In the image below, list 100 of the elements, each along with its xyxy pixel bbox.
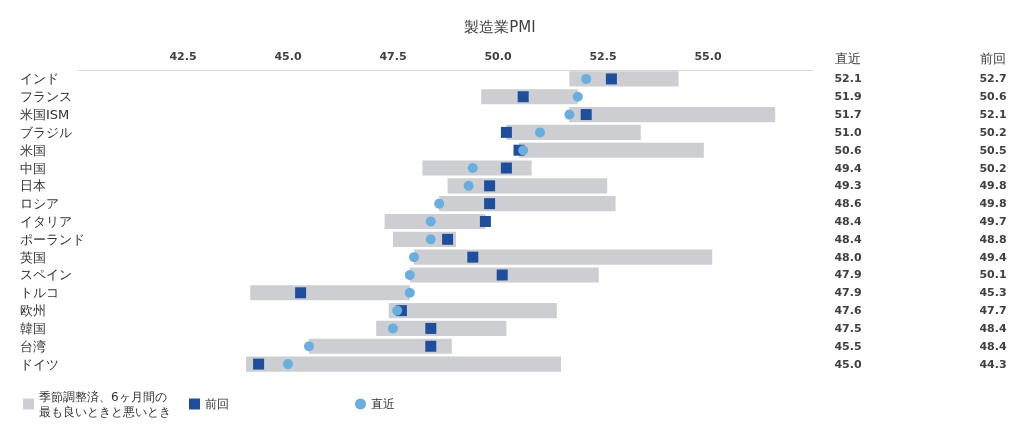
data-label: 47.5 — [834, 321, 862, 335]
point — [479, 216, 491, 227]
chart-title: 製造業PMI — [464, 17, 536, 36]
bar — [376, 320, 507, 337]
data-label: 50.6 — [979, 90, 1007, 104]
bar — [384, 213, 486, 230]
data-label: 49.4 — [979, 250, 1007, 264]
y-tick-label: インド — [20, 71, 59, 87]
point — [425, 216, 436, 227]
data-label: 47.9 — [834, 286, 862, 300]
point — [517, 91, 529, 103]
data-label: 47.9 — [834, 268, 862, 282]
point — [535, 127, 545, 138]
data-label: 50.1 — [979, 268, 1007, 282]
data-label: 48.6 — [834, 197, 862, 211]
x-tick-label: 55.0 — [694, 50, 722, 63]
data-label: 51.0 — [834, 125, 862, 139]
point — [404, 287, 415, 298]
point — [463, 180, 474, 191]
point — [484, 198, 496, 210]
data-label: 48.4 — [979, 321, 1007, 335]
y-tick-label: 英国 — [20, 249, 46, 265]
data-label: 52.7 — [979, 72, 1007, 86]
bar — [388, 303, 557, 319]
data-label: 48.0 — [834, 250, 862, 264]
data-label: 45.0 — [834, 357, 862, 371]
bar — [414, 249, 713, 265]
y-tick-label: 米国 — [20, 142, 46, 158]
data-label: 49.7 — [979, 215, 1007, 228]
data-label: 45.5 — [834, 339, 862, 353]
data-label: 50.6 — [834, 143, 862, 157]
data-label: 50.2 — [979, 125, 1007, 139]
y-tick-label: 韓国 — [20, 320, 46, 336]
bar — [506, 124, 641, 140]
y-tick-label: 日本 — [20, 178, 46, 194]
y-tick-label: 米国ISM — [20, 107, 70, 123]
bar — [447, 178, 608, 194]
y-tick-label: 中国 — [20, 160, 46, 176]
point — [295, 287, 307, 299]
text: 直近 — [835, 51, 861, 66]
data-label: 49.4 — [834, 161, 862, 175]
data-label: 47.6 — [834, 304, 862, 318]
data-label: 47.7 — [979, 304, 1007, 318]
point — [425, 340, 437, 352]
bar — [246, 356, 561, 372]
x-tick-label: 47.5 — [379, 50, 407, 63]
point — [304, 341, 314, 352]
legend-label: 前回 — [205, 397, 229, 411]
data-label: 52.1 — [834, 72, 862, 86]
legend-label: 季節調整済、6ヶ月間の最も良いときと悪いとき — [39, 389, 171, 419]
text: 前回 — [980, 51, 1006, 66]
data-label: 44.3 — [979, 357, 1007, 371]
point — [425, 322, 437, 334]
bar — [519, 142, 704, 158]
point — [442, 233, 454, 245]
point — [605, 73, 617, 85]
point — [409, 252, 419, 263]
data-label: 50.5 — [979, 143, 1007, 157]
bar — [250, 285, 410, 301]
x-tick-label: 52.5 — [589, 50, 617, 63]
y-tick-label: イタリア — [20, 214, 72, 229]
data-label: 48.4 — [834, 215, 862, 228]
point — [484, 180, 496, 192]
data-label: 49.8 — [979, 179, 1007, 193]
point — [467, 251, 479, 263]
bar — [309, 338, 452, 354]
point — [467, 163, 478, 174]
point — [388, 323, 398, 334]
data-label: 48.4 — [834, 232, 862, 246]
point — [580, 109, 592, 121]
bar — [409, 267, 599, 283]
point — [253, 358, 265, 370]
data-label: 51.9 — [834, 90, 862, 104]
point — [496, 269, 508, 281]
point — [518, 145, 529, 156]
point — [500, 126, 512, 138]
point — [581, 73, 592, 84]
y-tick-label: フランス — [20, 89, 72, 105]
point — [392, 305, 403, 316]
point — [564, 109, 575, 120]
data-label: 51.7 — [834, 108, 862, 122]
y-tick-label: ポーランド — [20, 231, 85, 247]
y-tick-label: スペイン — [20, 267, 72, 283]
point — [425, 234, 436, 245]
data-label: 49.8 — [979, 197, 1007, 211]
x-tick-label: 45.0 — [274, 50, 302, 63]
x-tick-label: 50.0 — [484, 50, 512, 63]
bar — [439, 196, 616, 212]
y-tick-label: ロシア — [20, 196, 59, 212]
point — [500, 162, 512, 174]
data-label: 50.2 — [979, 161, 1007, 175]
point — [434, 198, 445, 209]
y-tick-label: トルコ — [20, 285, 59, 301]
data-label: 48.4 — [979, 339, 1007, 353]
data-label: 48.8 — [979, 232, 1007, 246]
data-label: 52.1 — [979, 108, 1007, 122]
legend-label: 直近 — [371, 397, 395, 411]
data-label: 45.3 — [979, 286, 1007, 300]
point — [404, 269, 415, 280]
point — [572, 91, 583, 102]
